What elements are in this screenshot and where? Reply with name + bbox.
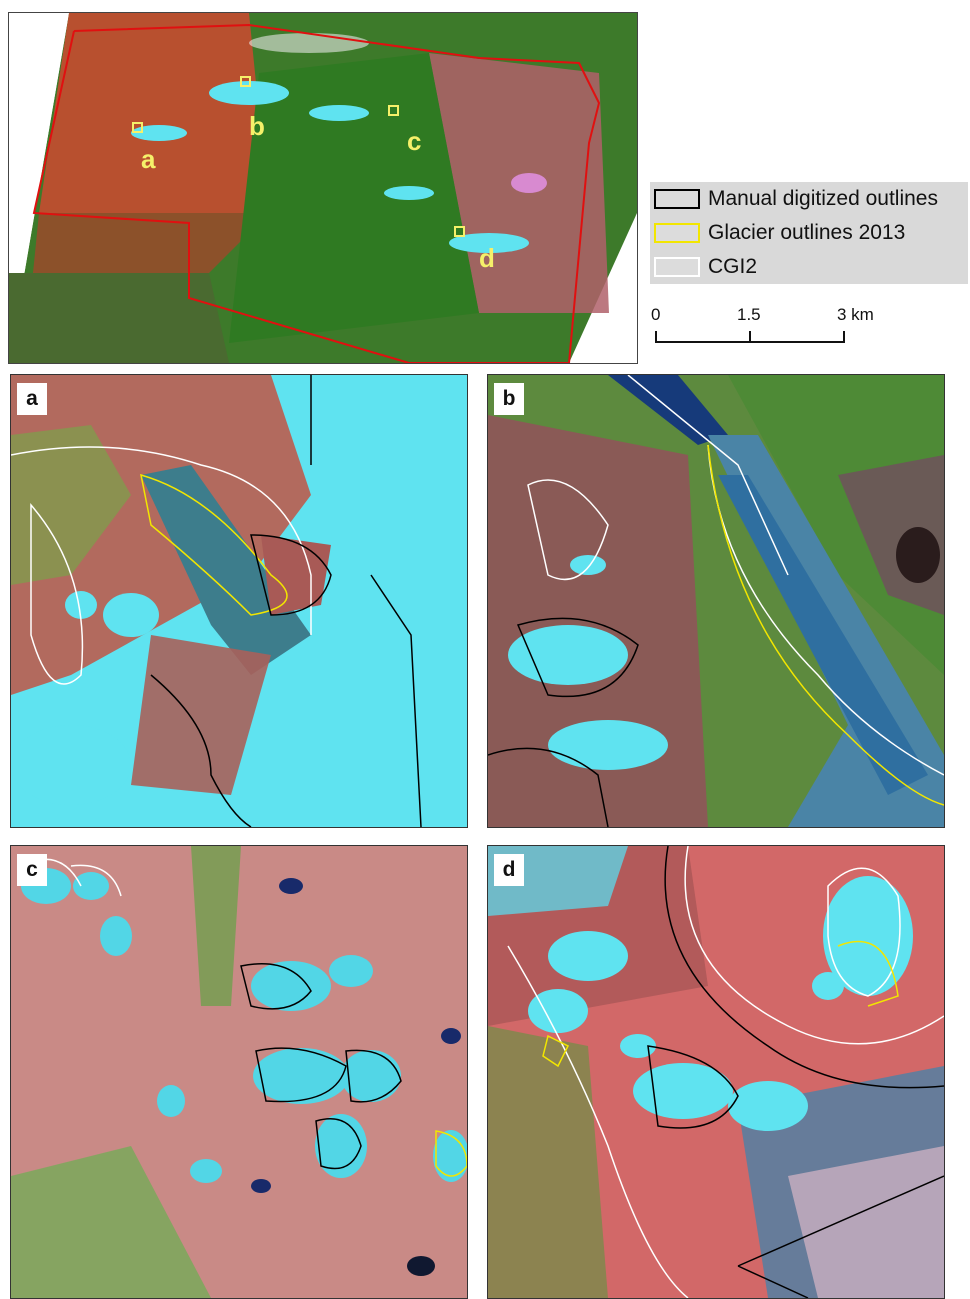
- panel-b: b: [487, 374, 945, 828]
- panel-a: a: [10, 374, 468, 828]
- scale-tick-label-0: 0: [651, 305, 661, 324]
- panel-label-a: a: [17, 383, 47, 415]
- legend-item-2013: Glacier outlines 2013: [650, 216, 968, 250]
- panel-d-imagery: [488, 846, 944, 1298]
- scale-tick-1: [749, 331, 751, 343]
- overview-map: a b c d: [8, 12, 638, 364]
- legend-label-2013: Glacier outlines 2013: [708, 221, 906, 244]
- marker-a-label: a: [141, 144, 156, 174]
- scale-tick-0: [655, 331, 657, 343]
- panel-d: d: [487, 845, 945, 1299]
- marker-d-box: [454, 226, 465, 237]
- scale-bar: 0 1.5 3 km: [645, 305, 905, 355]
- marker-b-box: [240, 76, 251, 87]
- panel-a-imagery: [11, 375, 467, 827]
- marker-b-label: b: [249, 111, 265, 141]
- marker-d-label: d: [479, 243, 495, 273]
- legend-swatch-manual: [654, 189, 700, 209]
- overview-imagery: a b c d: [9, 13, 637, 363]
- panel-b-imagery: [488, 375, 944, 827]
- panel-c: c: [10, 845, 468, 1299]
- scale-tick-label-2: 3 km: [837, 305, 874, 324]
- scale-tick-2: [843, 331, 845, 343]
- scale-tick-label-1: 1.5: [737, 305, 761, 324]
- marker-a-box: [132, 122, 143, 133]
- map-legend: Manual digitized outlines Glacier outlin…: [650, 182, 968, 284]
- legend-label-cgi2: CGI2: [708, 255, 758, 278]
- marker-c-box: [388, 105, 399, 116]
- panel-label-b: b: [494, 383, 524, 415]
- panel-label-c: c: [17, 854, 47, 886]
- legend-swatch-cgi2: [654, 257, 700, 277]
- marker-c-label: c: [407, 126, 421, 156]
- legend-swatch-2013: [654, 223, 700, 243]
- legend-item-manual: Manual digitized outlines: [650, 182, 968, 216]
- panel-label-d: d: [494, 854, 524, 886]
- panel-c-imagery: [11, 846, 467, 1298]
- legend-item-cgi2: CGI2: [650, 250, 968, 284]
- legend-label-manual: Manual digitized outlines: [708, 187, 938, 210]
